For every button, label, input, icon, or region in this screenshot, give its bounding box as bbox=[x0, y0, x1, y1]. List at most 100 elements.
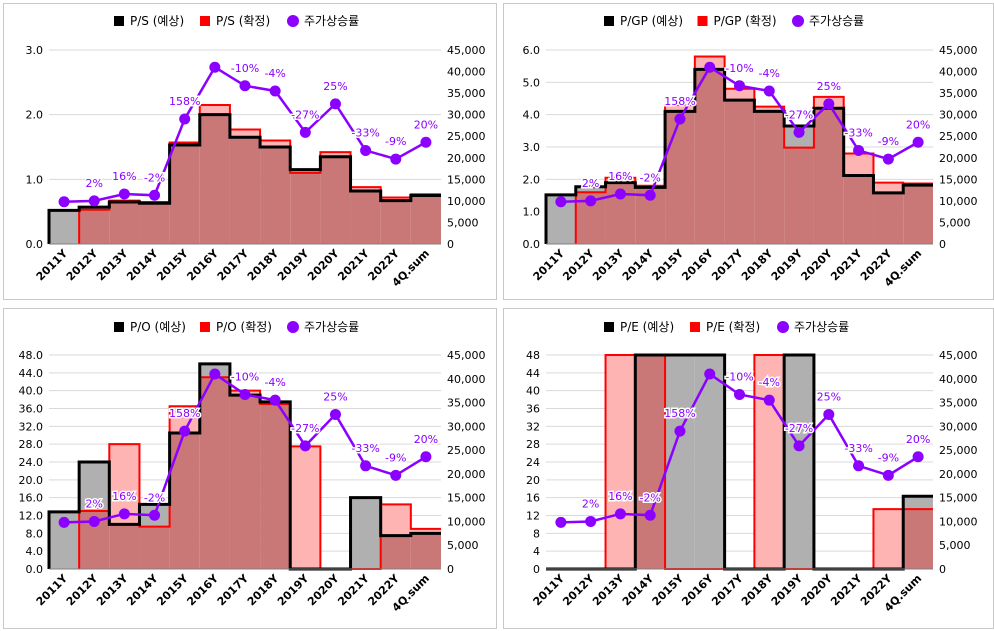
bar-overlap bbox=[79, 209, 110, 244]
price-data-label: -27% bbox=[291, 422, 319, 435]
estimate-step-line bbox=[47, 113, 441, 244]
price-data-label: 2% bbox=[86, 497, 103, 510]
x-tick-label: 2013Y bbox=[590, 571, 627, 608]
price-data-label: -2% bbox=[144, 491, 165, 504]
price-point bbox=[179, 113, 191, 125]
price-data-label: 16% bbox=[112, 490, 136, 503]
y-tick-left: 36.0 bbox=[19, 403, 44, 416]
legend-label-confirmed: P/GP (확정) bbox=[714, 14, 777, 28]
bar-overlap bbox=[843, 175, 874, 244]
price-point bbox=[882, 469, 894, 481]
legend-purple-circle-icon bbox=[287, 321, 299, 333]
y-tick-left: 12.0 bbox=[19, 510, 44, 523]
y-tick-right: 5,000 bbox=[939, 539, 971, 552]
price-point bbox=[420, 451, 432, 463]
price-point bbox=[644, 189, 656, 201]
bar-estimate bbox=[350, 497, 381, 569]
bar-estimate bbox=[49, 210, 80, 244]
price-point bbox=[674, 425, 686, 437]
y-tick-left: 1.0 bbox=[523, 206, 541, 219]
bar-overlap bbox=[350, 190, 381, 244]
legend-label-confirmed: P/S (확정) bbox=[216, 14, 270, 28]
price-point bbox=[585, 195, 597, 207]
x-tick-label: 2021Y bbox=[828, 246, 865, 283]
bar-confirmed bbox=[199, 104, 230, 115]
price-data-label: 16% bbox=[608, 490, 632, 503]
price-point bbox=[555, 196, 567, 208]
price-point bbox=[674, 113, 686, 125]
price-data-label: -4% bbox=[759, 376, 780, 389]
price-point bbox=[853, 144, 865, 156]
confirmed-step-line bbox=[575, 354, 933, 570]
bar-overlap bbox=[139, 203, 170, 244]
price-data-label: -4% bbox=[264, 67, 285, 80]
legend-black-square-icon bbox=[114, 322, 124, 332]
y-tick-left: 4.0 bbox=[523, 109, 541, 122]
y-tick-left: 0 bbox=[533, 563, 540, 576]
y-tick-left: 0.0 bbox=[26, 563, 44, 576]
bar-confirmed bbox=[873, 182, 904, 193]
y-tick-right: 20,000 bbox=[447, 152, 486, 165]
price-point bbox=[239, 388, 251, 400]
legend-label-estimate: P/GP (예상) bbox=[620, 14, 683, 28]
x-tick-label: 2014Y bbox=[620, 571, 657, 608]
y-tick-right: 25,000 bbox=[447, 130, 486, 143]
price-point bbox=[734, 388, 745, 400]
price-data-label: 158% bbox=[169, 95, 200, 108]
y-tick-right: 45,000 bbox=[939, 349, 978, 362]
price-point bbox=[823, 408, 835, 420]
x-tick-label: 2015Y bbox=[154, 571, 191, 608]
y-tick-right: 40,000 bbox=[939, 66, 978, 79]
bar-confirmed bbox=[320, 152, 351, 157]
price-point bbox=[734, 80, 745, 92]
price-point bbox=[118, 188, 130, 200]
price-point bbox=[763, 394, 775, 406]
x-tick-label: 2018Y bbox=[245, 246, 282, 283]
y-tick-right: 5,000 bbox=[447, 539, 479, 552]
price-data-label: -33% bbox=[844, 126, 872, 139]
price-data-label: 20% bbox=[414, 433, 438, 446]
price-data-label: -10% bbox=[231, 370, 259, 383]
bar-confirmed bbox=[350, 187, 381, 191]
y-tick-right: 0 bbox=[447, 238, 454, 251]
bar-overlap bbox=[903, 509, 933, 569]
bar-overlap bbox=[665, 111, 695, 244]
x-tick-label: 2015Y bbox=[154, 246, 191, 283]
legend-label-price: 주가상승률 bbox=[809, 14, 864, 28]
x-tick-label: 2021Y bbox=[335, 571, 372, 608]
y-tick-right: 5,000 bbox=[447, 216, 479, 229]
x-tick-label: 2012Y bbox=[64, 246, 101, 283]
x-tick-label: 2011Y bbox=[34, 246, 71, 283]
bar-overlap bbox=[139, 526, 170, 569]
chart-pe: 0481216202428323640444805,00010,00015,00… bbox=[526, 320, 978, 614]
chart-ps: 0.0 1.0 2.0 3.0 0 5,000 10,000 15,000 20,000 25,0… bbox=[26, 14, 486, 289]
y-tick-right: 45,000 bbox=[939, 44, 978, 57]
chart-panel-pgp: 0.0 1.0 2.0 3.0 4.0 5.0 6.0 0 5,000 10,000 15,000 2… bbox=[503, 3, 994, 300]
y-tick-right: 40,000 bbox=[447, 373, 486, 386]
y-tick-right: 0 bbox=[939, 563, 946, 576]
y-tick-left: 2.0 bbox=[523, 173, 541, 186]
price-point bbox=[269, 85, 281, 97]
y-tick-right: 10,000 bbox=[447, 515, 486, 528]
bar-confirmed bbox=[410, 528, 441, 534]
y-tick-left: 20.0 bbox=[19, 474, 44, 487]
y-tick-left: 2.0 bbox=[26, 109, 44, 122]
x-tick-label: 2012Y bbox=[64, 571, 101, 608]
y-tick-left: 4.0 bbox=[26, 545, 44, 558]
y-tick-right: 20,000 bbox=[939, 468, 978, 481]
price-point bbox=[390, 469, 402, 481]
y-tick-left: 20 bbox=[526, 474, 540, 487]
bar-overlap bbox=[694, 69, 725, 245]
price-data-label: 16% bbox=[112, 170, 136, 183]
x-tick-label: 2021Y bbox=[828, 571, 865, 608]
y-tick-left: 24.0 bbox=[19, 456, 44, 469]
price-point bbox=[58, 196, 70, 208]
price-point bbox=[209, 368, 221, 380]
price-point bbox=[882, 153, 894, 165]
x-tick-label: 2011Y bbox=[531, 246, 568, 283]
price-data-label: 158% bbox=[664, 95, 695, 108]
bar-overlap bbox=[109, 524, 140, 569]
bar-overlap bbox=[903, 185, 933, 244]
price-data-label: 2% bbox=[582, 177, 599, 190]
y-tick-left: 24 bbox=[526, 456, 540, 469]
